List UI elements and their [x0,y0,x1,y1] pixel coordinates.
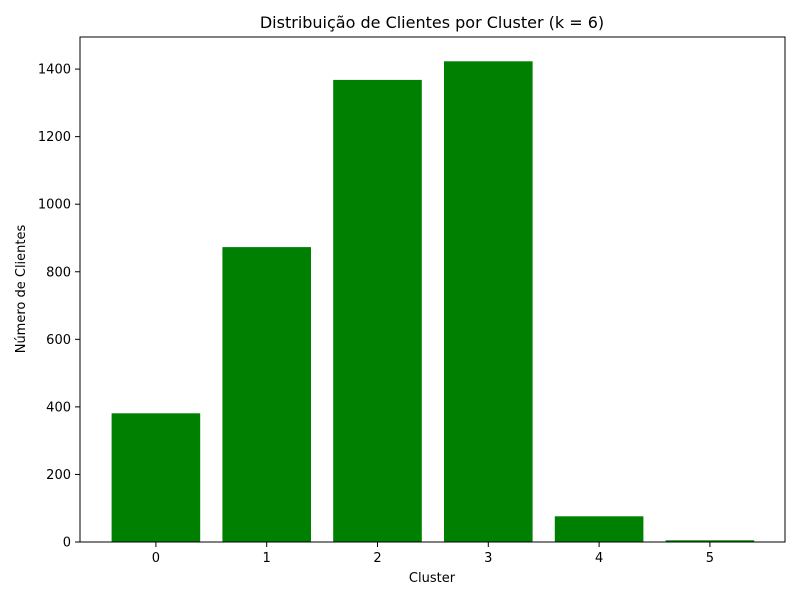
y-axis-ticks: 0 200 400 600 800 1000 1200 1400 [38,63,80,551]
x-tick-label: 2 [373,551,381,566]
y-tick-label: 600 [46,333,71,348]
y-tick-label: 1000 [38,198,71,213]
bar-cluster-1 [222,247,311,542]
x-axis-label: Cluster [409,571,456,586]
y-axis-label: Número de Clientes [14,224,29,353]
y-tick-label: 800 [46,265,71,280]
y-tick-label: 0 [63,536,71,551]
y-tick-label: 200 [46,468,71,483]
bar-cluster-4 [554,516,644,542]
bar-cluster-2 [333,79,422,543]
y-tick-label: 1200 [38,130,71,145]
x-axis-ticks: 0 1 2 3 4 5 [152,542,714,566]
bars [111,61,755,543]
y-tick-label: 1400 [38,63,71,78]
bar-cluster-3 [444,61,533,543]
y-tick-label: 400 [46,400,71,415]
bar-cluster-5 [665,540,755,542]
x-tick-label: 1 [263,551,271,566]
x-tick-label: 3 [484,551,492,566]
chart-title: Distribuição de Clientes por Cluster (k … [260,13,604,32]
bar-cluster-0 [111,413,201,542]
x-tick-label: 5 [706,551,714,566]
x-tick-label: 4 [595,551,603,566]
plot-frame [79,36,786,543]
x-tick-label: 0 [152,551,160,566]
